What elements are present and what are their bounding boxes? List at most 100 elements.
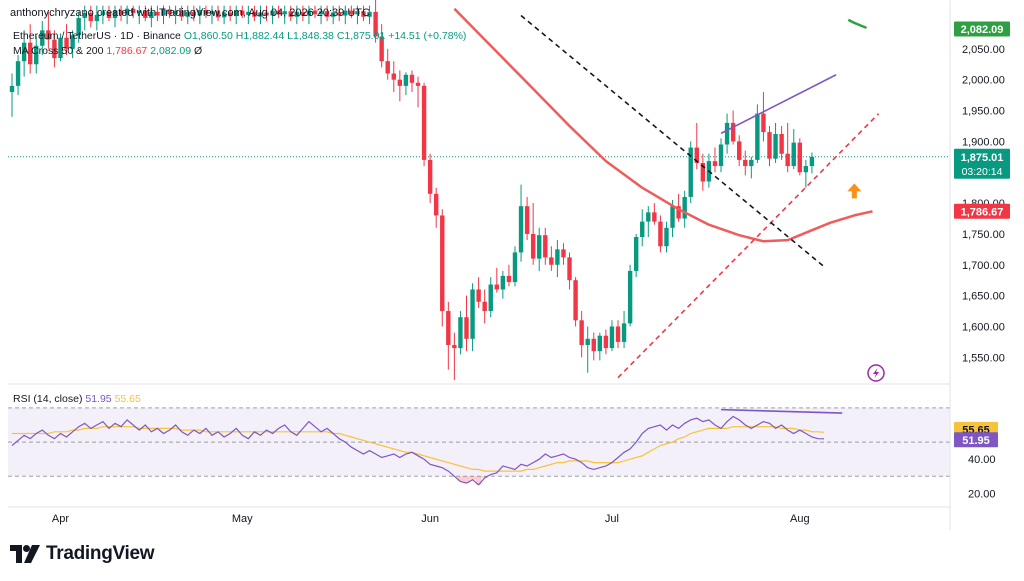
candle[interactable]	[270, 5, 275, 25]
candle[interactable]	[633, 233, 639, 278]
candle[interactable]	[506, 264, 512, 287]
candle[interactable]	[112, 5, 118, 28]
symbol-legend[interactable]: Ethereum / TetherUS · 1D · Binance O1,86…	[13, 30, 466, 42]
candle[interactable]	[324, 5, 330, 22]
rsi-line[interactable]	[11, 415, 825, 486]
candle[interactable]	[397, 70, 403, 102]
candle[interactable]	[524, 196, 530, 241]
candle[interactable]	[337, 5, 342, 22]
candle[interactable]	[300, 5, 306, 22]
rsi-badge[interactable]: 51.95	[954, 432, 998, 448]
candle[interactable]	[161, 5, 166, 25]
ma200-line[interactable]	[847, 18, 867, 30]
candle[interactable]	[555, 240, 560, 278]
candle[interactable]	[621, 311, 627, 349]
candle[interactable]	[361, 5, 366, 22]
candle[interactable]	[434, 187, 439, 228]
candle[interactable]	[712, 147, 718, 173]
candle[interactable]	[185, 5, 190, 25]
ma50-badge[interactable]: 1,786.67	[954, 203, 1010, 219]
candle[interactable]	[470, 283, 475, 352]
candle[interactable]	[76, 11, 81, 43]
candle[interactable]	[591, 332, 596, 361]
candle[interactable]	[803, 159, 809, 188]
candle[interactable]	[567, 252, 572, 290]
candle[interactable]	[682, 190, 687, 228]
candle[interactable]	[779, 125, 784, 160]
candle[interactable]	[330, 5, 336, 25]
candle[interactable]	[282, 5, 287, 25]
candle[interactable]	[464, 295, 469, 352]
candle[interactable]	[100, 5, 106, 25]
candle[interactable]	[15, 55, 21, 96]
price-axis[interactable]: 2,050.002,000.001,950.001,900.001,850.00…	[949, 0, 1010, 530]
candle[interactable]	[543, 227, 548, 265]
candle[interactable]	[82, 5, 87, 31]
candle[interactable]	[246, 5, 251, 25]
candle[interactable]	[88, 5, 93, 28]
candle[interactable]	[58, 33, 63, 62]
candle[interactable]	[482, 289, 487, 324]
candle[interactable]	[197, 5, 203, 25]
candle[interactable]	[349, 5, 354, 18]
candle[interactable]	[118, 5, 124, 22]
candle[interactable]	[785, 122, 790, 173]
candle[interactable]	[209, 5, 215, 25]
candle[interactable]	[440, 209, 445, 327]
candle[interactable]	[458, 311, 463, 355]
time-axis[interactable]: Apr May Jun Jul Aug	[52, 513, 810, 525]
candle[interactable]	[573, 277, 578, 327]
candle[interactable]	[597, 332, 603, 361]
candle[interactable]	[131, 5, 136, 18]
tradingview-brand[interactable]: TradingView	[10, 543, 155, 565]
candle[interactable]	[221, 5, 227, 25]
candle[interactable]	[427, 153, 433, 204]
candle[interactable]	[561, 243, 566, 265]
candle[interactable]	[579, 311, 584, 358]
price-badge[interactable]: 1,875.01 03:20:14	[954, 148, 1010, 179]
candle[interactable]	[367, 5, 372, 25]
candle[interactable]	[676, 193, 681, 222]
candle[interactable]	[167, 5, 172, 18]
candle[interactable]	[652, 203, 657, 225]
candle[interactable]	[627, 264, 633, 327]
candle[interactable]	[234, 5, 239, 25]
candle[interactable]	[258, 5, 263, 25]
candle[interactable]	[530, 203, 536, 265]
candle[interactable]	[585, 326, 590, 373]
rsi-label[interactable]: RSI (14, close)	[13, 393, 83, 405]
candle[interactable]	[773, 122, 778, 163]
candle[interactable]	[343, 5, 348, 25]
candle[interactable]	[737, 135, 742, 167]
candle[interactable]	[488, 277, 493, 318]
candle[interactable]	[403, 72, 409, 96]
candle[interactable]	[718, 138, 724, 173]
candle[interactable]	[288, 5, 293, 22]
candle[interactable]	[46, 11, 51, 49]
candle[interactable]	[694, 122, 699, 170]
candle[interactable]	[476, 277, 481, 308]
candle[interactable]	[658, 215, 663, 253]
candle[interactable]	[537, 227, 542, 271]
candle[interactable]	[615, 320, 621, 349]
candle[interactable]	[106, 5, 112, 22]
candle[interactable]	[227, 5, 233, 22]
candle[interactable]	[700, 153, 706, 191]
candle[interactable]	[518, 184, 524, 262]
candle[interactable]	[549, 246, 554, 271]
candle[interactable]	[415, 76, 421, 108]
trendline-resistance[interactable]	[520, 14, 825, 268]
candle[interactable]	[179, 5, 184, 22]
candle[interactable]	[761, 92, 766, 142]
candle[interactable]	[124, 5, 130, 25]
ma50-line[interactable]	[453, 7, 873, 243]
candle[interactable]	[500, 270, 506, 299]
candle[interactable]	[252, 5, 257, 22]
ma-label[interactable]: MA Cross 50 & 200	[13, 45, 104, 57]
candle[interactable]	[755, 104, 760, 163]
candle[interactable]	[40, 21, 45, 56]
candle[interactable]	[646, 206, 651, 238]
lightning-icon[interactable]	[867, 364, 885, 382]
ma200-badge[interactable]: 2,082.09	[954, 21, 1010, 37]
